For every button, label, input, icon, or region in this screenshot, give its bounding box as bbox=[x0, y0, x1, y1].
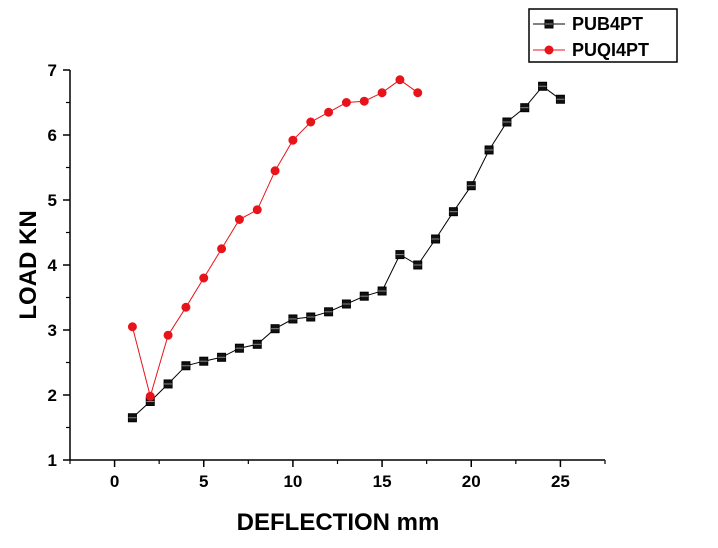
data-point bbox=[395, 75, 405, 85]
y-tick-label: 2 bbox=[48, 386, 57, 405]
y-tick-label: 5 bbox=[48, 191, 57, 210]
y-tick-label: 4 bbox=[48, 256, 58, 275]
data-point bbox=[145, 391, 155, 401]
data-point bbox=[324, 307, 334, 317]
data-point bbox=[413, 88, 423, 98]
data-point bbox=[431, 234, 441, 244]
series-line bbox=[131, 79, 419, 399]
data-point bbox=[288, 314, 298, 324]
y-tick-label: 6 bbox=[48, 126, 57, 145]
x-axis-title: DEFLECTION mm bbox=[237, 509, 440, 536]
data-point bbox=[341, 98, 351, 107]
y-tick-label: 1 bbox=[48, 451, 57, 470]
series-pub4pt bbox=[127, 81, 565, 423]
data-point bbox=[181, 361, 191, 371]
data-point bbox=[163, 379, 173, 389]
data-point bbox=[555, 94, 565, 104]
legend-entry-puqi4pt: PUQI4PT bbox=[533, 40, 649, 60]
x-tick-label: 20 bbox=[462, 472, 481, 491]
series-puqi4pt bbox=[127, 75, 423, 401]
x-tick-label: 25 bbox=[551, 472, 570, 491]
data-point bbox=[538, 81, 548, 91]
x-tick-label: 15 bbox=[373, 472, 392, 491]
x-tick-label: 0 bbox=[110, 472, 119, 491]
data-point bbox=[359, 96, 369, 106]
y-tick-label: 7 bbox=[48, 61, 57, 80]
axes: 0 5 10 15 20 25 1 2 3 4 5 6 7 bbox=[48, 61, 606, 491]
data-point bbox=[163, 330, 173, 340]
data-point bbox=[199, 273, 209, 283]
data-point bbox=[181, 302, 191, 312]
data-point bbox=[252, 339, 262, 349]
data-point bbox=[199, 356, 209, 366]
data-point bbox=[127, 413, 137, 423]
legend-marker bbox=[544, 45, 554, 55]
legend: PUB4PT PUQI4PT bbox=[528, 8, 678, 63]
legend-marker bbox=[544, 19, 554, 29]
data-point bbox=[234, 215, 244, 224]
legend-entry-pub4pt: PUB4PT bbox=[533, 14, 643, 34]
y-axis-title: LOAD KN bbox=[15, 210, 42, 319]
data-point bbox=[252, 205, 262, 215]
data-point bbox=[217, 244, 227, 254]
y-tick-label: 3 bbox=[48, 321, 57, 340]
data-point bbox=[502, 117, 512, 127]
data-point bbox=[217, 352, 227, 362]
data-point bbox=[127, 322, 137, 332]
data-point bbox=[324, 107, 334, 117]
data-point bbox=[413, 260, 423, 270]
data-point bbox=[341, 299, 351, 309]
series-layer bbox=[127, 75, 565, 423]
data-point bbox=[288, 135, 298, 145]
data-point bbox=[395, 250, 405, 260]
data-point bbox=[306, 312, 316, 322]
x-tick-label: 10 bbox=[283, 472, 302, 491]
legend-items: PUB4PT PUQI4PT bbox=[533, 14, 649, 60]
data-point bbox=[270, 166, 280, 176]
series-line bbox=[132, 85, 561, 419]
data-point bbox=[484, 145, 494, 155]
data-point bbox=[306, 117, 316, 127]
x-tick-label: 5 bbox=[199, 472, 208, 491]
data-point bbox=[270, 324, 280, 334]
data-point bbox=[359, 291, 369, 301]
legend-label: PUB4PT bbox=[572, 14, 643, 34]
legend-label: PUQI4PT bbox=[572, 40, 649, 60]
legend-box bbox=[528, 8, 678, 63]
data-point bbox=[466, 181, 476, 191]
data-point bbox=[377, 88, 387, 98]
data-point bbox=[234, 343, 244, 353]
data-point bbox=[377, 286, 387, 296]
data-point bbox=[448, 207, 458, 217]
data-point bbox=[520, 103, 530, 113]
